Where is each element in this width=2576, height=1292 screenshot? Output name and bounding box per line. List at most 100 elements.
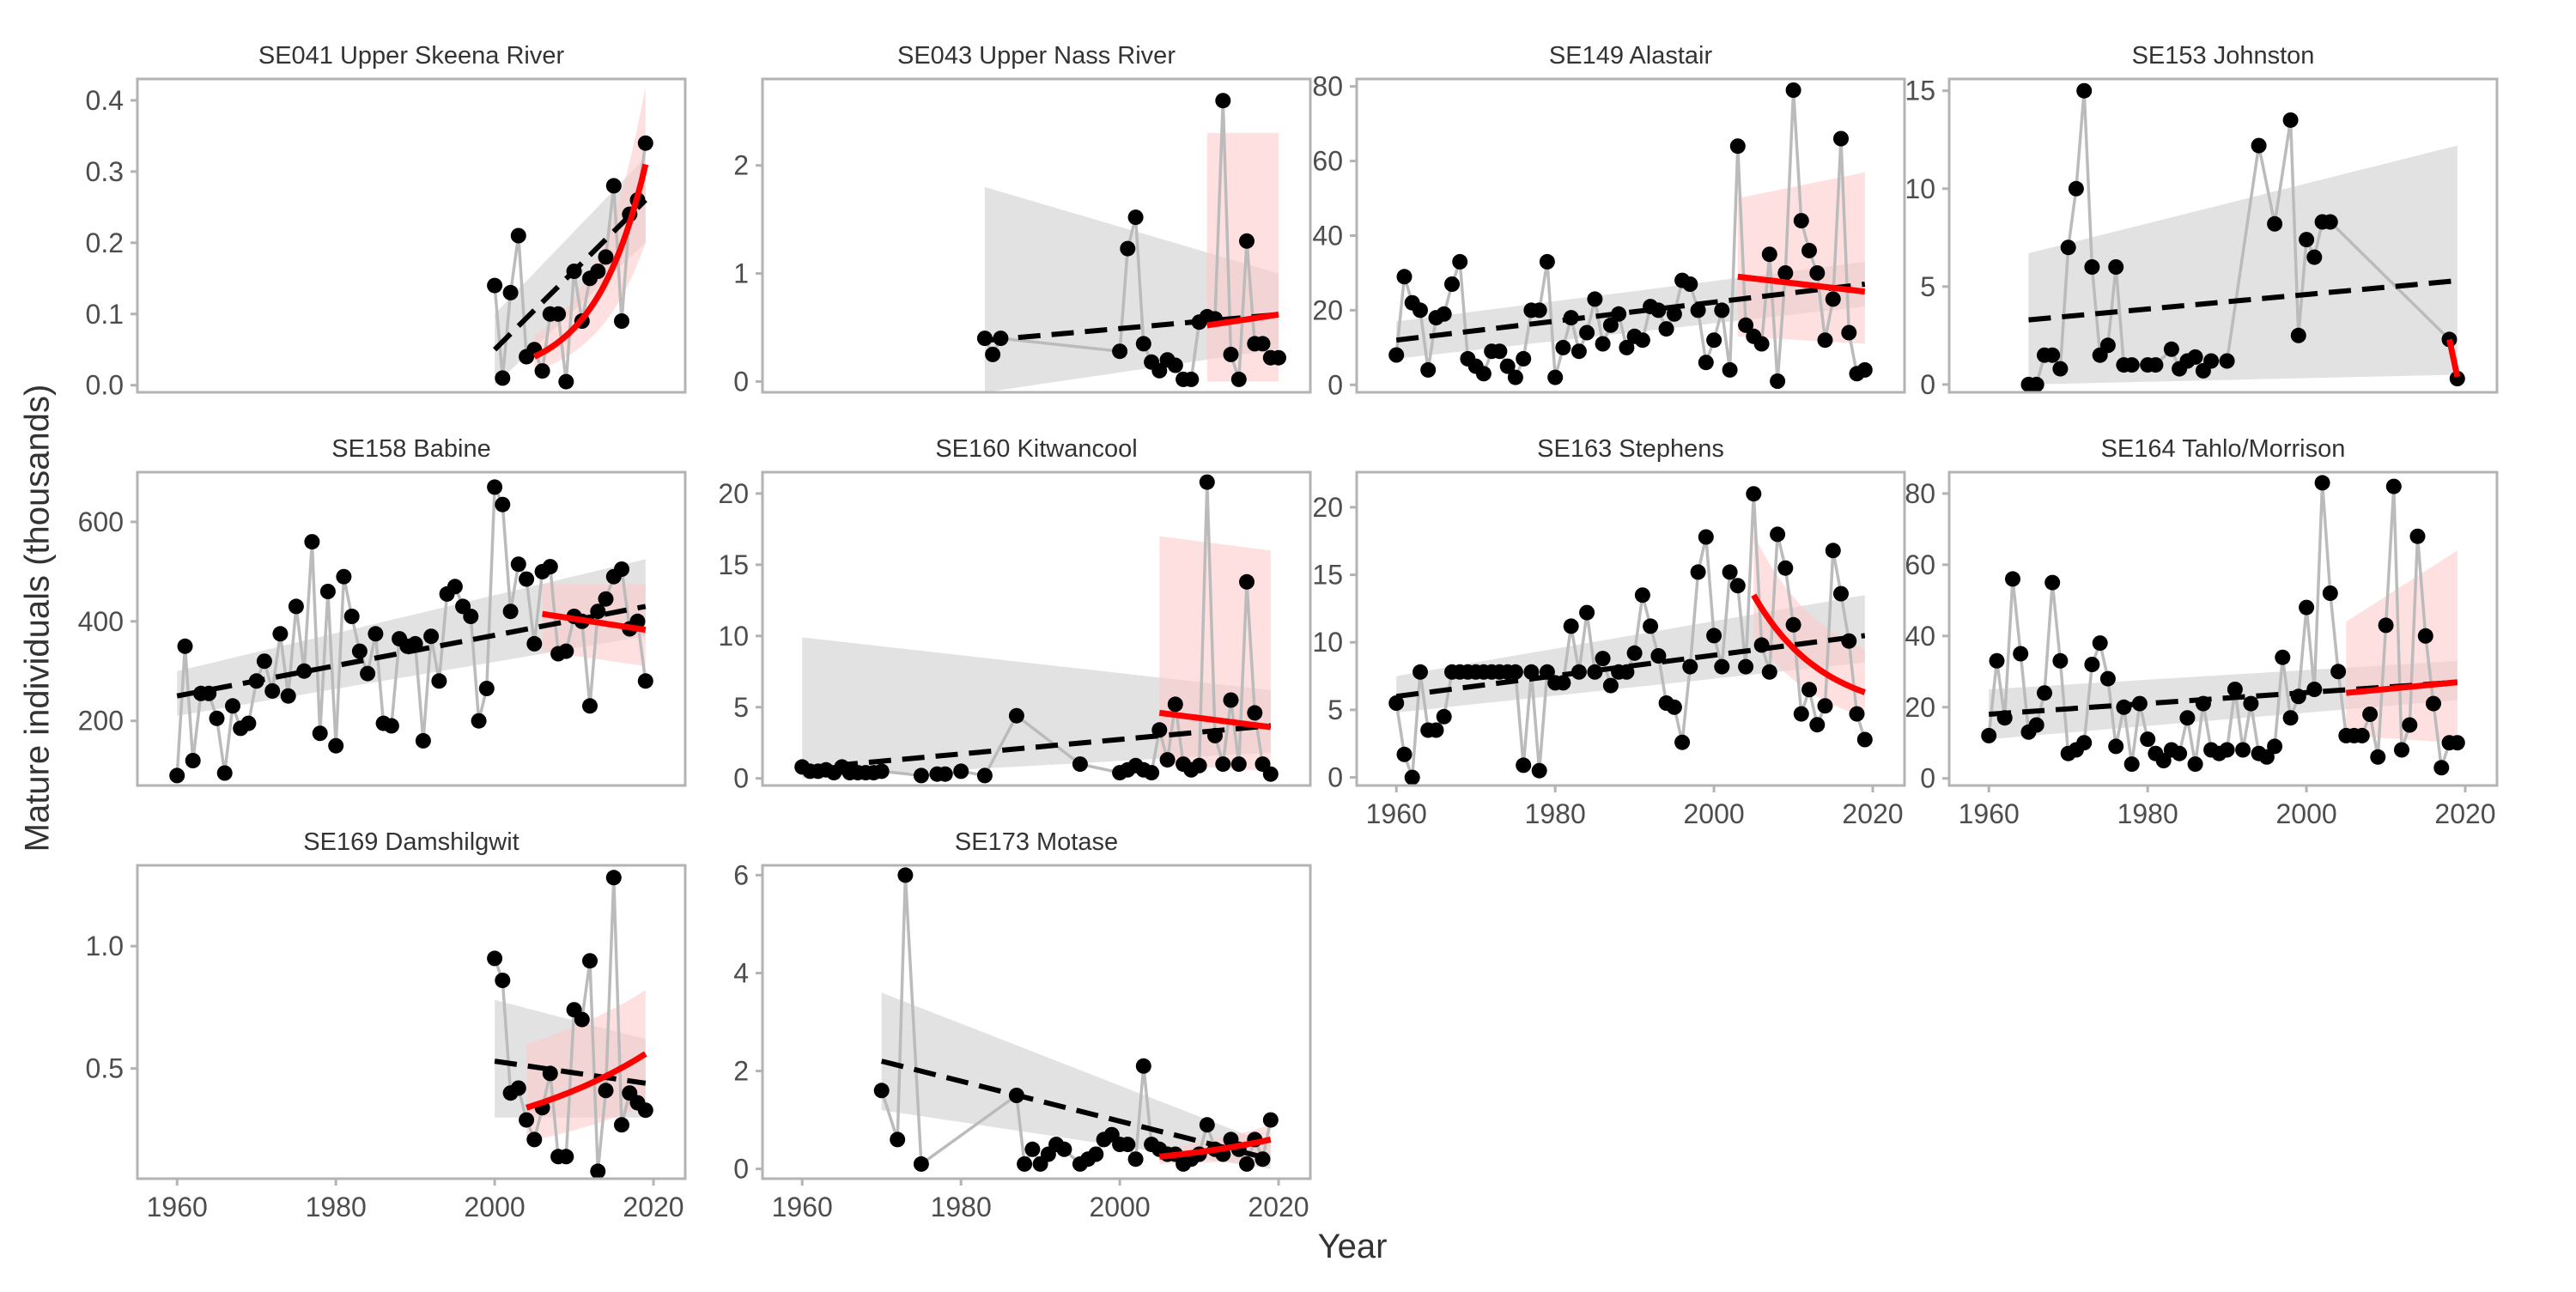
data-point: [1722, 564, 1738, 580]
data-point: [2322, 214, 2338, 230]
data-point: [1571, 343, 1587, 360]
data-point: [890, 1131, 906, 1148]
data-point: [2172, 745, 2188, 761]
data-point: [510, 556, 526, 573]
data-point: [1809, 265, 1826, 281]
data-point: [637, 673, 653, 689]
data-point: [248, 673, 264, 689]
data-point: [1255, 336, 1271, 352]
y-tick-label: 15: [1905, 76, 1935, 106]
data-point: [1120, 1137, 1136, 1153]
plot-area: [169, 479, 653, 784]
plot-area: [487, 86, 653, 390]
data-point: [2449, 735, 2465, 751]
x-tick-label: 1980: [1525, 798, 1586, 829]
data-point: [256, 653, 272, 670]
data-point: [1841, 325, 1857, 341]
data-point: [1793, 706, 1809, 722]
y-tick-label: 0: [1327, 369, 1343, 400]
recent-trend-line: [526, 1051, 647, 1111]
data-point: [873, 1083, 890, 1099]
data-point: [240, 715, 257, 731]
data-point: [1239, 1156, 1255, 1172]
data-point: [1531, 302, 1547, 318]
data-point: [2155, 753, 2172, 768]
data-point: [1825, 291, 1841, 307]
x-tick-label: 2020: [623, 1192, 683, 1222]
data-point: [1230, 756, 1247, 773]
recent-trend-line: [1206, 311, 1279, 329]
data-point: [2013, 646, 2029, 662]
data-point: [1547, 369, 1564, 385]
data-point: [1817, 332, 1833, 349]
panel-title: SE163 Stephens: [1537, 435, 1724, 463]
data-point: [1262, 1112, 1279, 1128]
x-tick-label: 2000: [2275, 798, 2336, 829]
long-term-ci-band: [2028, 145, 2458, 385]
data-point: [1436, 306, 1452, 322]
data-point: [2092, 635, 2108, 652]
plot-area: [1981, 475, 2465, 776]
data-point: [2330, 664, 2347, 680]
data-point: [2123, 357, 2140, 373]
data-point: [1563, 310, 1579, 326]
data-point: [2099, 670, 2116, 687]
x-tick-label: 2020: [1842, 798, 1903, 829]
data-point: [2037, 685, 2052, 701]
long-term-trend-line: [984, 312, 1279, 343]
recent-ci-band: [2346, 550, 2458, 743]
data-point: [1499, 358, 1516, 374]
data-point: [2409, 528, 2426, 544]
panel-se153: SE153 Johnston 0 5 10 15: [1905, 42, 2499, 400]
panel-title: SE169 Damshilgwit: [303, 828, 519, 856]
data-point: [2068, 180, 2084, 197]
data-point: [343, 609, 360, 624]
data-point: [360, 665, 376, 682]
recent-trend-line: [1158, 1136, 1272, 1160]
panel-se043: SE043 Upper Nass River 0 1 2: [733, 42, 1312, 397]
data-point: [542, 1065, 558, 1082]
data-point: [637, 135, 653, 151]
data-point: [1753, 336, 1770, 352]
data-point: [2417, 628, 2433, 644]
data-point: [1706, 628, 1722, 644]
data-point: [1167, 357, 1183, 373]
data-point: [1207, 727, 1223, 743]
data-point: [2219, 353, 2235, 369]
y-tick-label: 60: [1905, 549, 1935, 580]
data-point: [614, 561, 629, 577]
data-point: [1833, 130, 1849, 147]
data-point: [1452, 253, 1468, 270]
data-point: [495, 973, 511, 988]
y-tick-label: 10: [1905, 173, 1935, 204]
data-point: [2299, 232, 2315, 248]
data-point: [1516, 757, 1532, 773]
long-term-trend-line: [2028, 278, 2458, 323]
data-point: [1682, 658, 1698, 675]
data-point: [423, 628, 440, 645]
panel-title: SE160 Kitwancool: [935, 435, 1137, 463]
data-point: [976, 331, 993, 347]
long-term-ci-band: [984, 186, 1279, 392]
long-term-trend-line: [1395, 282, 1866, 343]
data-point: [1516, 350, 1532, 367]
data-point: [526, 1131, 543, 1148]
data-point: [2251, 137, 2267, 154]
data-point: [1159, 752, 1176, 768]
data-point: [336, 568, 352, 585]
y-tick-label: 20: [1312, 492, 1343, 523]
data-point: [558, 1149, 574, 1165]
data-point: [1785, 616, 1801, 633]
panel-se163: SE163 Stephens 0 5 10 15 20 1960 1980 2000 2020: [1312, 435, 1906, 829]
plot-area: [794, 474, 1279, 784]
data-point: [1698, 355, 1714, 371]
y-axis-title-text: Mature individuals (thousands): [18, 384, 57, 852]
y-tick-label: 600: [78, 506, 124, 537]
panel-frame: [1947, 77, 2499, 394]
y-axis-title: Mature individuals (thousands): [7, 0, 69, 1236]
data-point: [177, 638, 193, 654]
data-point: [542, 559, 558, 575]
data-point: [1770, 526, 1786, 543]
panel-frame: [761, 864, 1312, 1180]
data-point: [2290, 327, 2306, 343]
